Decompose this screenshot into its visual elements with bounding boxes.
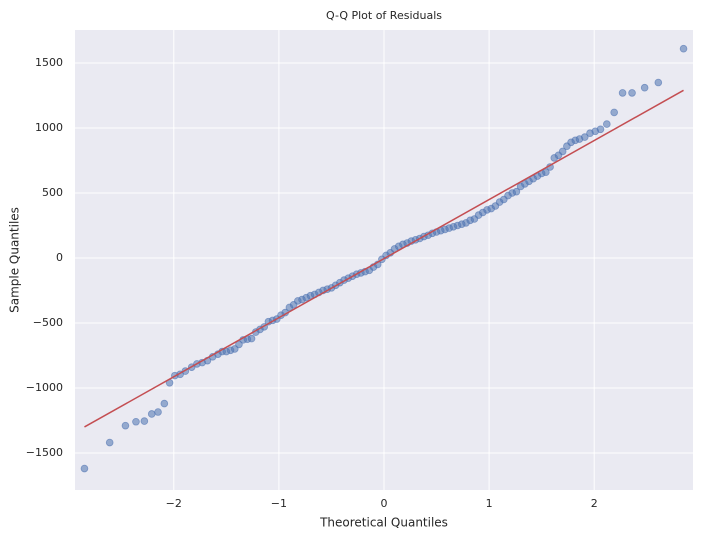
point [654, 78, 663, 87]
point [105, 438, 114, 447]
x-axis-label: Theoretical Quantiles [319, 516, 448, 530]
point [618, 89, 627, 97]
point [628, 89, 636, 97]
point [121, 421, 130, 430]
point [542, 168, 550, 176]
chart-title: Q-Q Plot of Residuals [326, 9, 442, 22]
point [80, 464, 89, 473]
y-tick-label: −500 [33, 316, 63, 329]
x-tick-label: 2 [591, 497, 598, 510]
y-tick-label: 1500 [35, 56, 63, 69]
y-tick-label: 500 [42, 186, 63, 199]
point [603, 120, 611, 128]
point [154, 408, 162, 416]
y-tick-label: 0 [56, 251, 63, 264]
point [160, 399, 169, 408]
point [596, 125, 605, 134]
reference-line [84, 89, 684, 428]
x-tick-label: −2 [166, 497, 182, 510]
y-tick-label: 1000 [35, 121, 63, 134]
y-tick-label: −1000 [26, 381, 63, 394]
y-axis-label: Sample Quantiles [8, 207, 22, 313]
x-tick-label: 1 [486, 497, 493, 510]
point [679, 44, 688, 53]
point [140, 417, 149, 425]
point [147, 410, 156, 418]
point [558, 147, 567, 156]
y-tick-label: −1500 [26, 446, 63, 459]
point [247, 334, 256, 343]
x-tick-label: 0 [381, 497, 388, 510]
point [132, 417, 140, 426]
point [512, 187, 521, 196]
point [610, 108, 618, 117]
x-tick-label: −1 [271, 497, 287, 510]
point [580, 133, 589, 141]
point [640, 83, 649, 92]
